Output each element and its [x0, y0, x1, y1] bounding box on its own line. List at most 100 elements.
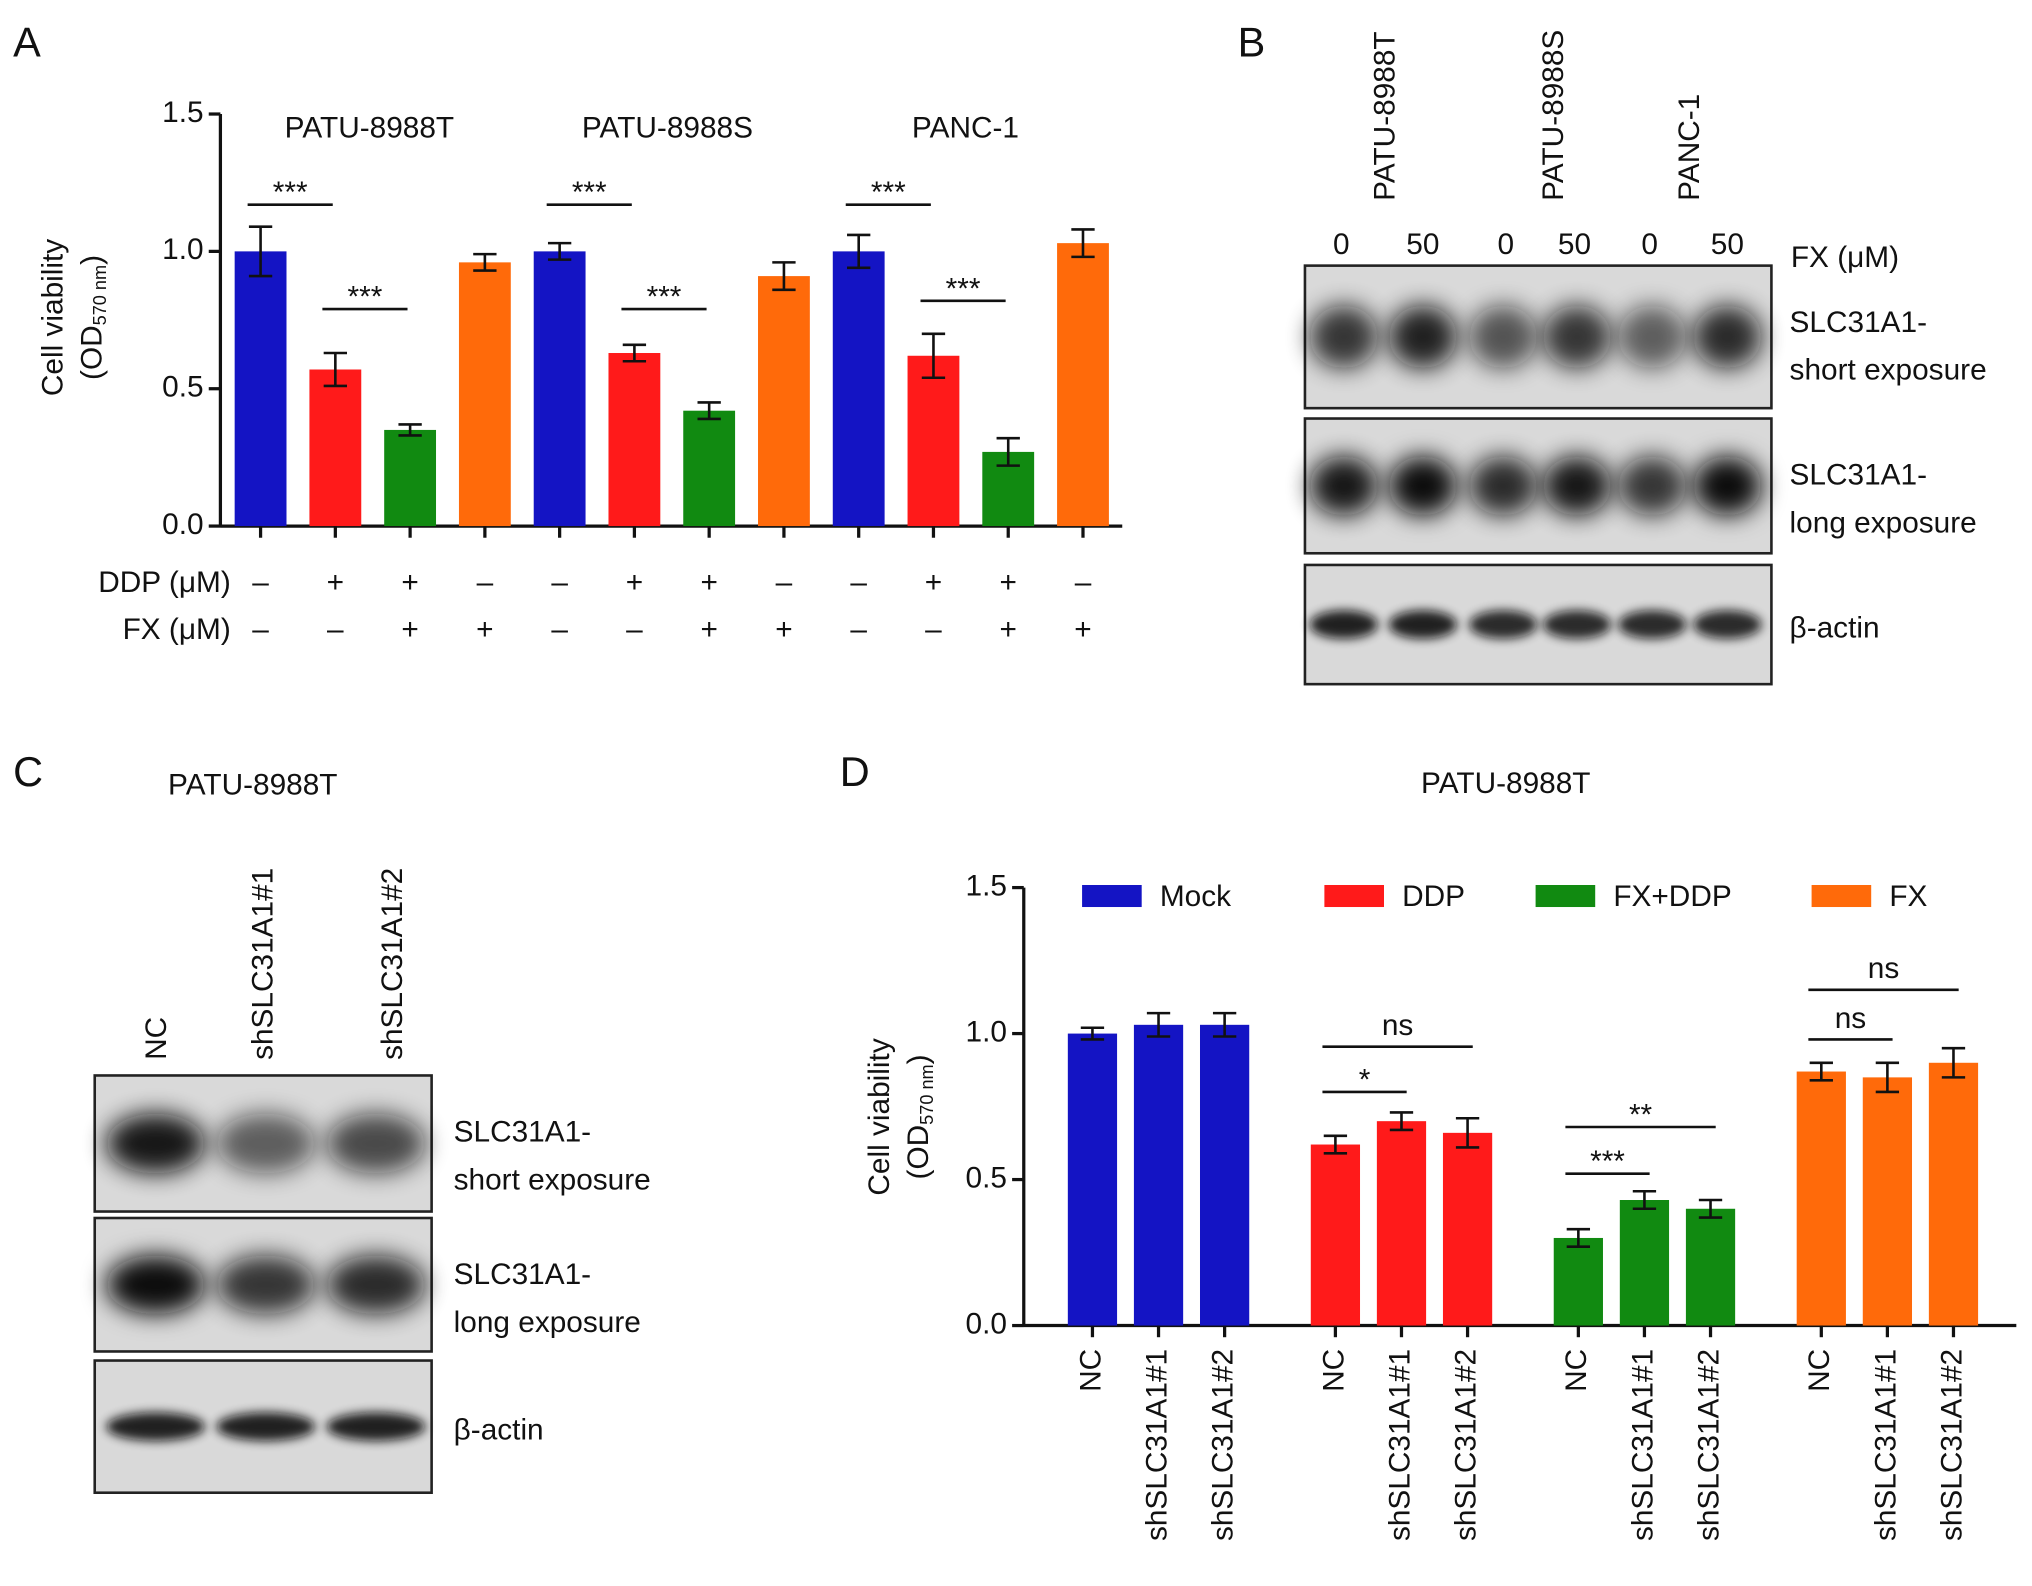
- treatment-sign: +: [401, 613, 418, 646]
- error-bar: [473, 252, 497, 272]
- band: [1388, 305, 1458, 369]
- legend-label: FX: [1889, 880, 1927, 913]
- y-tick-label: 0.5: [162, 371, 203, 404]
- treatment-sign: –: [626, 613, 643, 646]
- error-bar: [697, 401, 721, 421]
- y-label: Cell viability: [36, 239, 69, 396]
- dose-label: 0: [1498, 228, 1515, 261]
- x-tick-label: NC: [1317, 1349, 1350, 1392]
- x-tick-label: shSLC31A1#1: [1869, 1349, 1902, 1541]
- treatment-label: FX (μM): [123, 613, 231, 646]
- error-bar: [248, 225, 273, 278]
- band: [1693, 456, 1762, 516]
- lane-label: PANC-1: [1673, 94, 1706, 201]
- panel-letter: A: [13, 18, 41, 65]
- band: [216, 1412, 316, 1441]
- error-bar: [921, 332, 946, 380]
- error-bar: [1080, 1026, 1105, 1041]
- treatment-sign: –: [252, 566, 269, 599]
- bar: [1928, 1062, 1979, 1326]
- band-label: short exposure: [454, 1164, 651, 1197]
- legend-swatch: [1535, 884, 1596, 908]
- sig-label: ***: [946, 272, 981, 305]
- sig-label: ***: [871, 176, 906, 209]
- group-title: PATU-8988S: [582, 111, 753, 144]
- chart-title: PATU-8988T: [1421, 767, 1590, 800]
- band: [1693, 305, 1762, 369]
- unit: ): [75, 255, 108, 265]
- band: [106, 1412, 206, 1441]
- band-label: long exposure: [1790, 507, 1977, 540]
- sig-label: **: [1629, 1099, 1653, 1132]
- blot-bands: [106, 1412, 426, 1441]
- bar: [309, 369, 362, 527]
- x-tick-label: NC: [1560, 1349, 1593, 1392]
- x-tick-label: shSLC31A1#1: [1140, 1349, 1173, 1541]
- x-tick-label: NC: [1074, 1349, 1107, 1392]
- bar: [1057, 243, 1109, 527]
- band: [1542, 610, 1612, 639]
- bar: [1553, 1237, 1603, 1326]
- y-label-unit: (OD570 nm): [902, 1054, 937, 1179]
- band: [1388, 610, 1458, 639]
- band: [216, 1113, 316, 1174]
- band: [1309, 610, 1379, 639]
- sig-label: ns: [1835, 1002, 1866, 1035]
- treatment-sign: +: [1000, 613, 1017, 646]
- dose-label: 0: [1641, 228, 1658, 261]
- band: [1468, 305, 1538, 369]
- unit-sub: 570 nm: [90, 265, 110, 325]
- x-tick-label: shSLC31A1#2: [1449, 1349, 1482, 1541]
- bar: [1619, 1200, 1670, 1326]
- bar: [234, 251, 287, 527]
- band-label: short exposure: [1790, 354, 1987, 387]
- bar: [384, 429, 437, 527]
- error-bar: [772, 261, 796, 292]
- band: [326, 1113, 426, 1174]
- blot-bands: [1309, 456, 1762, 516]
- band: [1618, 610, 1687, 639]
- dose-label: 50: [1558, 228, 1591, 261]
- bar: [758, 276, 810, 527]
- treatment-sign: –: [925, 613, 942, 646]
- treatment-sign: +: [1074, 613, 1091, 646]
- band: [106, 1113, 206, 1174]
- blot-bands: [106, 1255, 426, 1315]
- y-label-unit: (OD570 nm): [75, 255, 110, 380]
- error-bar: [547, 241, 572, 261]
- unit: (OD: [75, 325, 108, 380]
- error-bar: [996, 436, 1020, 467]
- error-bar: [1389, 1111, 1414, 1132]
- bar: [832, 251, 885, 527]
- y-tick-label: 1.0: [162, 233, 203, 266]
- bar: [533, 251, 586, 527]
- y-axis-label: Cell viability (OD570 nm): [36, 239, 110, 396]
- dose-label: 50: [1406, 228, 1439, 261]
- panel-letter: D: [840, 748, 870, 795]
- sig-label: ***: [572, 176, 607, 209]
- band: [1542, 456, 1612, 516]
- treatment-sign: +: [925, 566, 942, 599]
- band: [1693, 610, 1762, 639]
- blot-bands: [106, 1113, 426, 1174]
- group-title: PATU-8988T: [285, 111, 454, 144]
- blot-title: PATU-8988T: [168, 768, 337, 801]
- bar: [683, 410, 736, 527]
- band: [216, 1255, 316, 1315]
- y-tick-label: 0.0: [966, 1307, 1007, 1340]
- sig-label: *: [1359, 1063, 1371, 1096]
- blot-bands: [1309, 610, 1762, 639]
- error-bar: [1809, 1061, 1833, 1082]
- treatment-sign: +: [700, 613, 717, 646]
- band-label: β-actin: [1790, 612, 1880, 645]
- band: [1309, 305, 1379, 369]
- treatment-sign: –: [252, 613, 269, 646]
- treatment-sign: +: [626, 566, 643, 599]
- treatment-sign: –: [551, 613, 568, 646]
- band-label: SLC31A1-: [454, 1258, 591, 1291]
- error-bar: [323, 351, 348, 388]
- sig-label: ***: [1590, 1145, 1625, 1178]
- treatment-sign: –: [477, 566, 494, 599]
- band-label: SLC31A1-: [1790, 459, 1927, 492]
